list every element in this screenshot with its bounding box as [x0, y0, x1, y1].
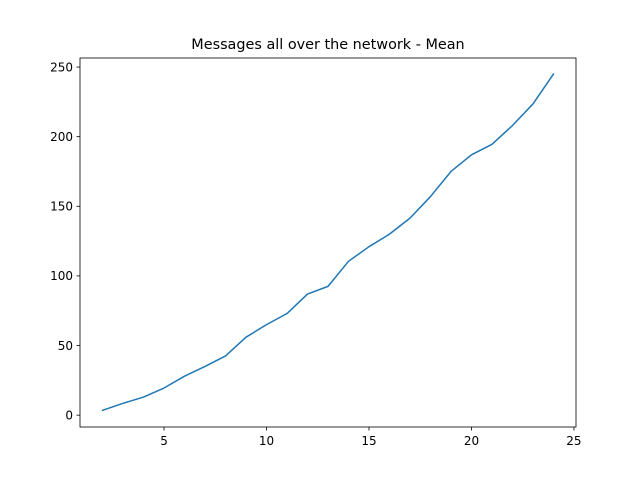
y-tick-label-1: 50	[58, 339, 73, 353]
y-tick-label-3: 150	[50, 200, 73, 214]
x-tick-label-0: 5	[160, 434, 168, 448]
y-tick-label-5: 250	[50, 60, 73, 74]
y-tick-label-4: 200	[50, 130, 73, 144]
x-axis: 5 10 15 20 25	[160, 427, 582, 448]
x-tick-label-2: 15	[361, 434, 376, 448]
plot-frame	[79, 57, 577, 428]
x-tick-label-1: 10	[259, 434, 274, 448]
y-tick-label-0: 0	[65, 408, 73, 422]
series-line-0	[101, 72, 555, 412]
x-tick-label-4: 25	[566, 434, 581, 448]
series-layer	[101, 72, 555, 412]
chart-title: Messages all over the network - Mean	[191, 37, 464, 53]
x-tick-label-3: 20	[464, 434, 479, 448]
y-tick-label-2: 100	[50, 269, 73, 283]
y-axis: 0 50 100 150 200 250	[50, 60, 80, 422]
